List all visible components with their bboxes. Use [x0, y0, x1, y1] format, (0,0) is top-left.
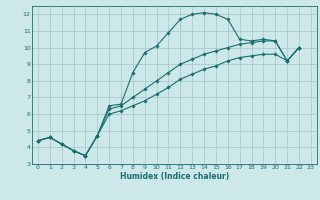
X-axis label: Humidex (Indice chaleur): Humidex (Indice chaleur): [120, 172, 229, 181]
